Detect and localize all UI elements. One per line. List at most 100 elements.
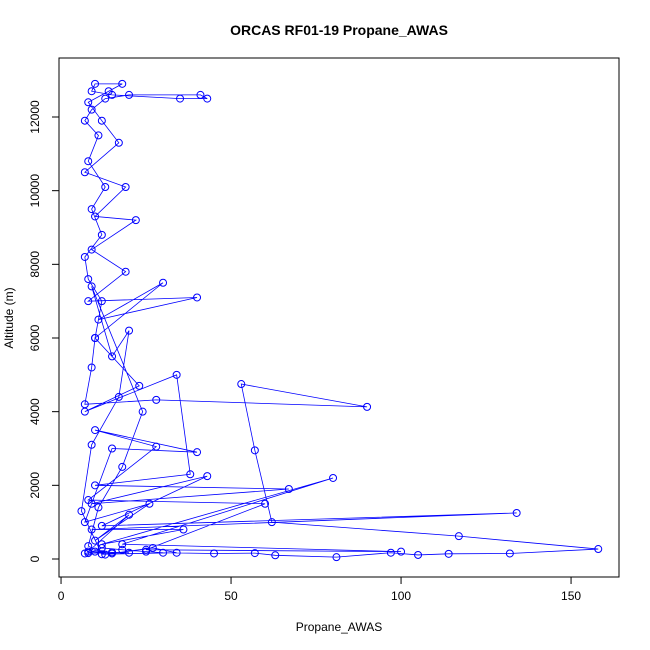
data-point xyxy=(77,507,86,516)
data-point xyxy=(193,448,202,457)
y-tick-label: 0 xyxy=(28,555,42,562)
data-point xyxy=(250,446,259,455)
data-point xyxy=(261,499,270,508)
data-point xyxy=(101,94,110,103)
data-point xyxy=(121,267,130,276)
data-point xyxy=(84,297,93,306)
data-point xyxy=(87,363,96,372)
data-point xyxy=(87,205,96,214)
data-point xyxy=(159,278,168,287)
data-point xyxy=(94,315,103,324)
data-point xyxy=(172,370,181,379)
data-point xyxy=(125,548,134,557)
data-point xyxy=(210,549,219,558)
data-point xyxy=(101,550,110,559)
data-point xyxy=(121,182,130,191)
y-tick-label: 6000 xyxy=(28,324,42,351)
y-tick-label: 12000 xyxy=(28,100,42,134)
data-point xyxy=(135,381,144,390)
data-point xyxy=(196,90,205,99)
data-point xyxy=(87,525,96,534)
x-tick-label: 50 xyxy=(224,589,238,603)
data-point xyxy=(87,87,96,96)
data-point xyxy=(118,79,127,88)
data-point xyxy=(131,216,140,225)
data-point xyxy=(80,168,89,177)
data-point xyxy=(284,485,293,494)
data-point xyxy=(108,444,117,453)
data-point xyxy=(203,472,212,481)
data-point xyxy=(91,333,100,342)
data-point xyxy=(152,442,161,451)
data-point xyxy=(332,553,341,562)
y-tick-label: 2000 xyxy=(28,472,42,499)
x-axis-label: Propane_AWAS xyxy=(296,620,383,634)
data-point xyxy=(414,550,423,559)
y-axis-label: Altitude (m) xyxy=(2,287,16,348)
x-tick-label: 0 xyxy=(58,589,65,603)
data-point xyxy=(505,549,514,558)
data-point xyxy=(145,499,154,508)
data-point xyxy=(97,116,106,125)
data-point xyxy=(104,87,113,96)
data-point xyxy=(152,395,161,404)
data-point xyxy=(91,426,100,435)
data-point xyxy=(454,532,463,541)
data-point xyxy=(91,79,100,88)
data-point xyxy=(118,545,127,554)
data-point xyxy=(118,462,127,471)
y-tick-label: 8000 xyxy=(28,251,42,278)
data-point xyxy=(386,548,395,557)
data-point xyxy=(91,536,100,545)
data-point xyxy=(94,131,103,140)
data-point xyxy=(87,105,96,114)
data-point xyxy=(250,549,259,558)
data-line xyxy=(81,83,599,558)
data-point xyxy=(179,525,188,534)
data-point xyxy=(91,481,100,490)
data-point xyxy=(87,282,96,291)
data-point xyxy=(444,549,453,558)
data-point xyxy=(172,548,181,557)
data-point xyxy=(114,392,123,401)
data-point xyxy=(203,94,212,103)
plot-box xyxy=(58,57,620,578)
data-point xyxy=(94,503,103,512)
data-point xyxy=(87,245,96,254)
data-point xyxy=(138,407,147,416)
data-point xyxy=(193,293,202,302)
data-point xyxy=(176,94,185,103)
data-point xyxy=(512,508,521,517)
data-point xyxy=(80,518,89,527)
x-tick-label: 150 xyxy=(561,589,581,603)
data-point xyxy=(594,545,603,554)
data-point xyxy=(125,510,134,519)
data-point xyxy=(271,551,280,560)
data-point xyxy=(114,138,123,147)
data-point xyxy=(84,98,93,107)
data-point xyxy=(87,440,96,449)
data-point xyxy=(237,380,246,389)
data-point xyxy=(80,407,89,416)
data-point xyxy=(101,182,110,191)
data-point xyxy=(148,543,157,552)
data-point xyxy=(84,542,93,551)
data-point xyxy=(97,540,106,549)
x-tick-label: 100 xyxy=(391,589,411,603)
data-point xyxy=(84,157,93,166)
data-point xyxy=(97,297,106,306)
data-point xyxy=(84,496,93,505)
data-point xyxy=(84,275,93,284)
data-point xyxy=(97,543,106,552)
data-point xyxy=(363,402,372,411)
data-point xyxy=(186,470,195,479)
data-point xyxy=(329,473,338,482)
data-point xyxy=(118,540,127,549)
data-point xyxy=(80,116,89,125)
data-point xyxy=(84,547,93,556)
data-point xyxy=(267,518,276,527)
data-point xyxy=(80,252,89,261)
data-point xyxy=(125,326,134,335)
data-point xyxy=(97,550,106,559)
data-point xyxy=(159,548,168,557)
